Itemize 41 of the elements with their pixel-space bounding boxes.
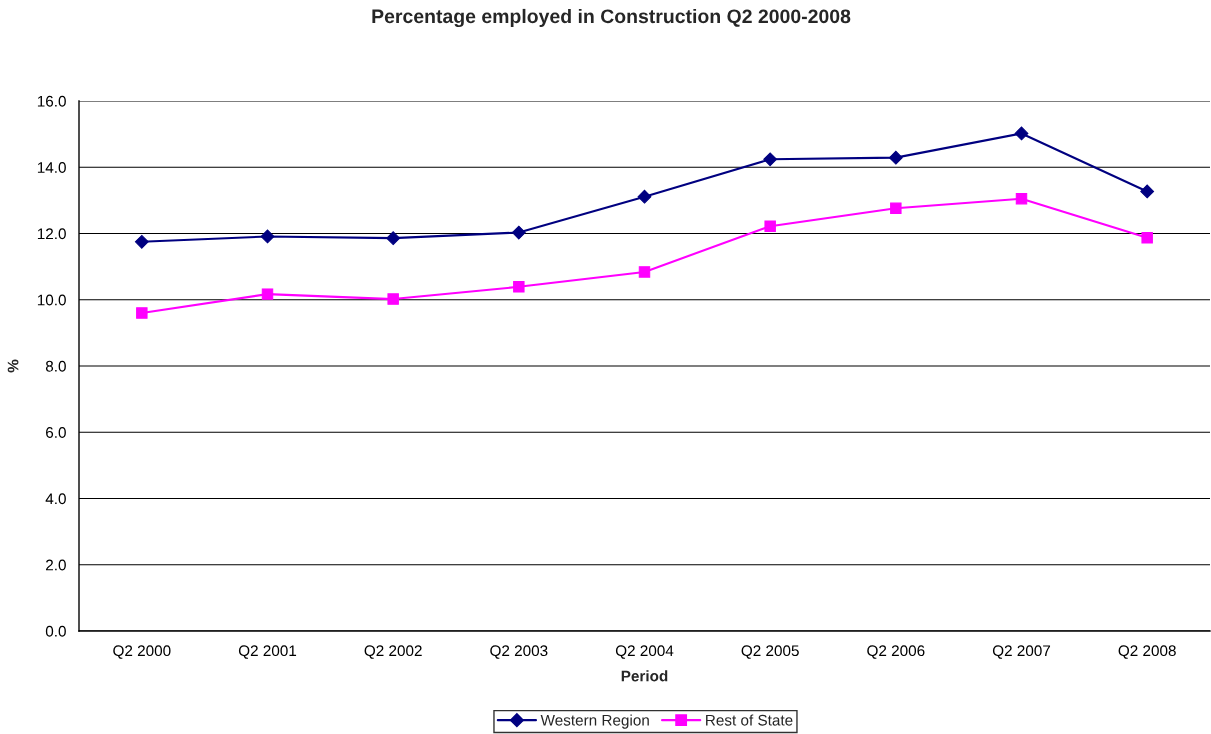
y-axis-title: % xyxy=(7,359,19,373)
point xyxy=(386,231,401,246)
x-tick-label: Q2 2004 xyxy=(615,645,674,659)
point xyxy=(890,202,902,215)
point xyxy=(763,152,778,167)
chart-title: Percentage employed in Construction Q2 2000-2008 xyxy=(372,8,851,28)
point xyxy=(888,150,903,165)
y-tick-label: 6.0 xyxy=(46,427,66,438)
legend-label: Rest of State xyxy=(706,714,793,726)
x-tick-label: Q2 2008 xyxy=(1118,645,1176,659)
point xyxy=(1140,184,1155,199)
point xyxy=(638,266,651,278)
x-tick-label: Q2 2002 xyxy=(364,645,422,659)
y-tick-label: 8.0 xyxy=(45,360,66,372)
point xyxy=(764,220,776,232)
legend-label: Western Region xyxy=(540,714,649,729)
x-tick-label: Q2 2001 xyxy=(238,645,297,659)
x-tick-label: Q2 2007 xyxy=(992,645,1051,659)
y-tick-label: 16.0 xyxy=(37,95,66,107)
y-tick-label: 2.0 xyxy=(46,559,66,571)
point xyxy=(1141,232,1153,244)
point xyxy=(260,229,275,244)
y-tick-label: 14.0 xyxy=(37,162,66,173)
point xyxy=(387,293,399,305)
x-tick-label: Q2 2000 xyxy=(113,645,171,659)
x-tick-label: Q2 2005 xyxy=(741,645,799,659)
point xyxy=(1015,192,1028,205)
point xyxy=(637,189,652,204)
point xyxy=(513,281,525,293)
y-tick-label: 0.0 xyxy=(45,625,66,637)
y-tick-label: 12.0 xyxy=(37,228,66,240)
point xyxy=(1014,126,1029,141)
x-axis-title: Period xyxy=(621,670,668,682)
point xyxy=(136,307,148,319)
point xyxy=(511,225,526,240)
y-tick-label: 10.0 xyxy=(37,294,66,306)
x-tick-label: Q2 2006 xyxy=(867,645,925,659)
y-tick-label: 4.0 xyxy=(45,493,66,505)
point xyxy=(134,234,149,249)
point xyxy=(261,288,274,300)
x-tick-label: Q2 2003 xyxy=(490,645,548,659)
